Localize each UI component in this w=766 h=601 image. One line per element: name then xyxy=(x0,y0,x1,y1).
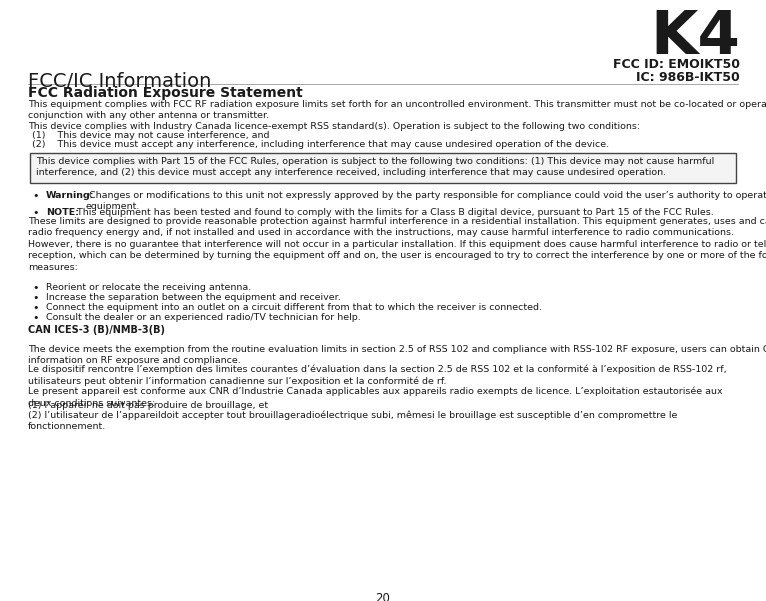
Text: (2) l’utilisateur de l’appareildoit accepter tout brouillageradioélectrique subi: (2) l’utilisateur de l’appareildoit acce… xyxy=(28,410,677,431)
Text: Le dispositif rencontre l’exemption des limites courantes d’évaluation dans la s: Le dispositif rencontre l’exemption des … xyxy=(28,364,727,386)
Text: (1) l’appareil ne doit pas produire de brouillage, et: (1) l’appareil ne doit pas produire de b… xyxy=(28,401,268,410)
Text: •: • xyxy=(32,313,38,323)
Text: •: • xyxy=(32,293,38,303)
Text: 20: 20 xyxy=(375,592,391,601)
Text: Le present appareil est conforme aux CNR d’Industrie Canada applicables aux appa: Le present appareil est conforme aux CNR… xyxy=(28,387,722,408)
Text: This equipment complies with FCC RF radiation exposure limits set forth for an u: This equipment complies with FCC RF radi… xyxy=(28,100,766,120)
Text: K4: K4 xyxy=(650,8,740,67)
Text: Reorient or relocate the receiving antenna.: Reorient or relocate the receiving anten… xyxy=(46,283,251,292)
Text: Consult the dealer or an experienced radio/TV technician for help.: Consult the dealer or an experienced rad… xyxy=(46,313,361,322)
Text: NOTE:: NOTE: xyxy=(46,208,79,217)
Text: FCC/IC Information: FCC/IC Information xyxy=(28,72,211,91)
Text: •: • xyxy=(32,191,38,201)
Text: (1)    This device may not cause interference, and: (1) This device may not cause interferen… xyxy=(32,131,270,140)
Text: •: • xyxy=(32,283,38,293)
Text: The device meets the exemption from the routine evaluation limits in section 2.5: The device meets the exemption from the … xyxy=(28,345,766,365)
Text: FCC ID: EMOIKT50: FCC ID: EMOIKT50 xyxy=(613,58,740,71)
Text: This device complies with Part 15 of the FCC Rules, operation is subject to the : This device complies with Part 15 of the… xyxy=(36,157,714,177)
Text: Increase the separation between the equipment and receiver.: Increase the separation between the equi… xyxy=(46,293,341,302)
Text: This equipment has been tested and found to comply with the limits for a Class B: This equipment has been tested and found… xyxy=(74,208,714,217)
Text: Connect the equipment into an outlet on a circuit different from that to which t: Connect the equipment into an outlet on … xyxy=(46,303,542,312)
Text: These limits are designed to provide reasonable protection against harmful inter: These limits are designed to provide rea… xyxy=(28,217,766,272)
Text: Warning:: Warning: xyxy=(46,191,94,200)
Text: (2)    This device must accept any interference, including interference that may: (2) This device must accept any interfer… xyxy=(32,140,609,149)
Text: FCC Radiation Exposure Statement: FCC Radiation Exposure Statement xyxy=(28,86,303,100)
Text: Changes or modifications to this unit not expressly approved by the party respon: Changes or modifications to this unit no… xyxy=(86,191,766,212)
Text: •: • xyxy=(32,303,38,313)
Text: This device complies with Industry Canada licence-exempt RSS standard(s). Operat: This device complies with Industry Canad… xyxy=(28,122,640,131)
Text: •: • xyxy=(32,208,38,218)
Bar xyxy=(30,153,736,183)
Text: IC: 986B-IKT50: IC: 986B-IKT50 xyxy=(637,71,740,84)
Text: CAN ICES-3 (B)/NMB-3(B): CAN ICES-3 (B)/NMB-3(B) xyxy=(28,325,165,335)
